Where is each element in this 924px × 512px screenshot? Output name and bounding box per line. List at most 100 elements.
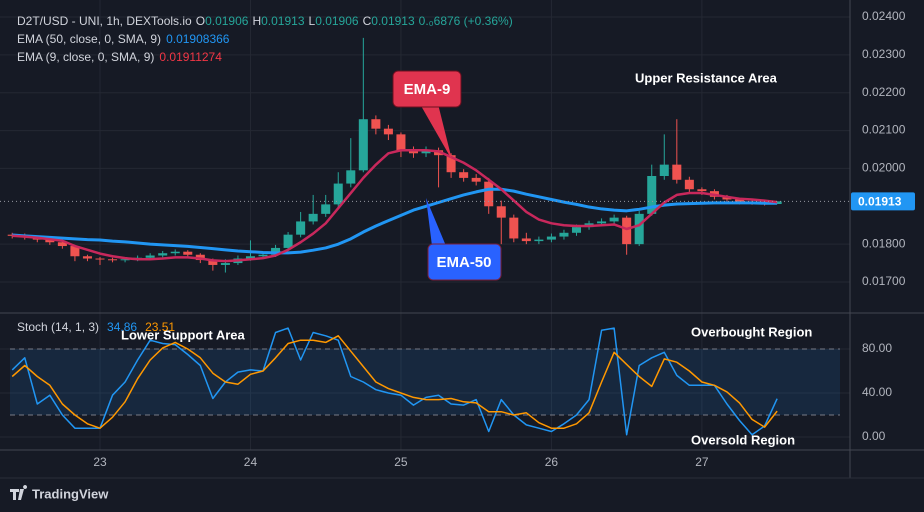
candle-body <box>70 246 80 257</box>
legend-text: O <box>196 14 205 28</box>
y-tick-label: 40.00 <box>862 385 892 399</box>
lower-support-label: Lower Support Area <box>121 327 246 342</box>
oversold-label: Oversold Region <box>691 432 795 447</box>
candle-body <box>57 242 67 247</box>
candle-body <box>321 204 331 214</box>
x-tick-label: 25 <box>394 455 408 469</box>
legend-text: Stoch (14, 1, 3) <box>17 320 99 334</box>
legend-text: L <box>309 14 316 28</box>
ema9-callout: EMA-9 <box>404 81 451 98</box>
candle-body <box>484 181 494 207</box>
candle-body <box>108 259 118 261</box>
y-tick-label: 0.02200 <box>862 85 906 99</box>
candle-body <box>496 206 506 218</box>
ema9-pointer <box>420 104 452 160</box>
series-line <box>11 327 778 436</box>
candle-body <box>258 254 268 257</box>
legend-text: EMA (50, close, 0, SMA, 9) <box>17 32 161 46</box>
candle-body <box>158 253 168 256</box>
candle-body <box>333 183 343 205</box>
candle-body <box>459 172 469 178</box>
candle-body <box>271 247 281 255</box>
legend-row: EMA (9, close, 0, SMA, 9) 0.01911274 <box>17 50 222 64</box>
candle-body <box>308 213 318 222</box>
candle-body <box>772 201 782 205</box>
candle-body <box>245 256 255 259</box>
last-price-box <box>851 192 915 211</box>
legend-text: C <box>363 14 372 28</box>
brand: TradingView <box>32 486 109 501</box>
legend-text: 0.01906 <box>315 14 359 28</box>
candle-body <box>734 199 745 202</box>
ema50-callout: EMA-50 <box>436 254 491 271</box>
footer-logo: TradingView <box>10 485 109 501</box>
logo-mark <box>10 485 28 500</box>
candle-body <box>697 189 707 192</box>
candle-body <box>346 170 356 184</box>
series-line <box>12 149 778 263</box>
candle-body <box>559 232 569 237</box>
candle-body <box>296 221 306 235</box>
candle-body <box>684 179 694 190</box>
legend-text: 0.01911274 <box>159 50 222 64</box>
legend-text: 23.51 <box>145 320 175 334</box>
y-tick-label: 0.02400 <box>862 9 906 23</box>
candle-body <box>145 255 155 258</box>
candle-body <box>95 258 105 260</box>
legend-text: 0.01908366 <box>166 32 230 46</box>
legend-text: 0.₀6876 (+0.36%) <box>419 14 513 28</box>
price-axis-bg <box>850 0 924 478</box>
candle-body <box>45 239 55 243</box>
y-tick-label: 80.00 <box>862 341 892 355</box>
candle-body <box>446 155 456 173</box>
x-tick-label: 23 <box>93 455 107 469</box>
candle-body <box>546 236 556 240</box>
candle-body <box>383 128 393 135</box>
candle-body <box>220 263 230 265</box>
x-tick-label: 24 <box>244 455 258 469</box>
candle-body <box>597 221 607 224</box>
candle-body <box>358 119 368 171</box>
ema50-pointer <box>426 198 446 246</box>
candle-body <box>371 119 381 129</box>
candle-body <box>120 259 130 261</box>
candle-body <box>622 217 632 245</box>
y-tick-label: 0.00 <box>862 429 886 443</box>
candle-body <box>521 238 531 242</box>
candle-body <box>471 177 481 182</box>
candle-body <box>722 196 732 200</box>
candle-body <box>170 251 180 254</box>
candle-body <box>408 151 418 154</box>
ema9-box <box>392 70 462 108</box>
candle-body <box>672 164 682 180</box>
legend-row: D2T/USD - UNI, 1h, DEXTools.io O0.01906 H0… <box>17 14 513 28</box>
y-tick-label: 0.01700 <box>862 274 906 288</box>
candle-body <box>208 260 218 265</box>
legend-text: 0.01906 <box>205 14 249 28</box>
last-price-label: 0.01913 <box>858 195 902 209</box>
series-line <box>11 335 778 429</box>
legend-text: 0.01913 <box>371 14 415 28</box>
candle-body <box>183 251 193 255</box>
upper-resistance-label: Upper Resistance Area <box>635 70 778 85</box>
candle-body <box>647 175 657 214</box>
x-tick-label: 26 <box>545 455 559 469</box>
plot <box>0 37 850 436</box>
legend-text: 34.86 <box>107 320 137 334</box>
legend-row: EMA (50, close, 0, SMA, 9) 0.01908366 <box>17 32 230 46</box>
candle-body <box>534 239 544 242</box>
series-line <box>12 187 778 255</box>
candle-body <box>283 234 293 248</box>
legend: D2T/USD - UNI, 1h, DEXTools.io O0.01906 H0… <box>17 14 513 334</box>
legend-text: H <box>252 14 261 28</box>
candle-body <box>509 217 519 239</box>
legend-text: EMA (9, close, 0, SMA, 9) <box>17 50 154 64</box>
candle-body <box>659 164 669 176</box>
candle-body <box>396 134 406 152</box>
ema50-box <box>427 243 502 281</box>
overbought-label: Overbought Region <box>691 324 812 339</box>
callouts: EMA-9 EMA-50 <box>392 70 502 281</box>
legend-text: 0.01913 <box>261 14 305 28</box>
